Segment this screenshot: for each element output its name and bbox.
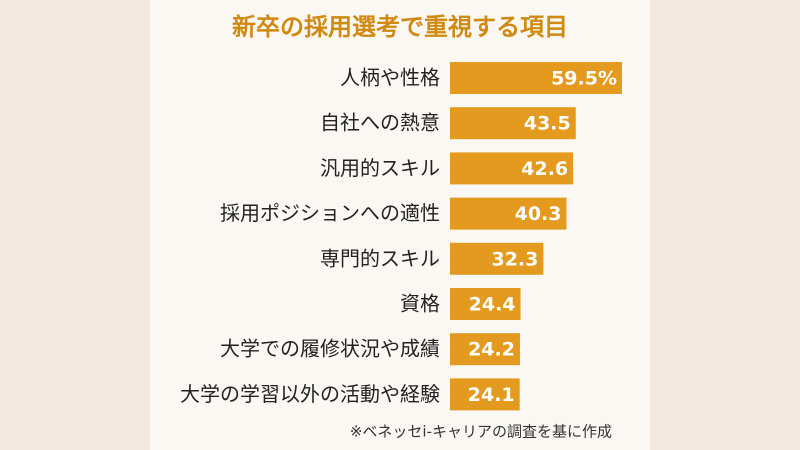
bar <box>450 197 567 230</box>
value-label: 24.4 <box>469 294 516 316</box>
note: ※ベネッセi-キャリアの調査を基に作成 <box>350 423 612 441</box>
value-label: 24.1 <box>468 384 515 406</box>
category-label: 資格 <box>400 292 440 316</box>
value-label: 40.3 <box>515 203 562 225</box>
category-label: 大学での履修状況や成績 <box>220 337 440 361</box>
bar <box>450 333 520 366</box>
category-label: 自社への熱意 <box>320 111 440 135</box>
value-label: 32.3 <box>491 248 538 270</box>
bar <box>450 152 574 185</box>
category-label: 人柄や性格 <box>340 66 440 90</box>
category-label: 採用ポジションへの適性 <box>220 201 440 225</box>
bar <box>450 62 622 94</box>
chart-title: 新卒の採用選考で重視する項目 <box>232 13 568 41</box>
bar <box>450 288 521 320</box>
value-label: 24.2 <box>468 339 515 361</box>
bar <box>450 378 520 411</box>
bar <box>450 107 576 140</box>
value-label: 59.5% <box>551 68 617 90</box>
bar <box>450 242 544 275</box>
value-label: 43.5 <box>524 113 571 135</box>
value-label: 42.6 <box>521 158 568 180</box>
category-label: 汎用的スキル <box>320 156 440 180</box>
category-label: 専門的スキル <box>320 246 440 270</box>
category-label: 大学の学習以外の活動や経験 <box>180 382 440 406</box>
